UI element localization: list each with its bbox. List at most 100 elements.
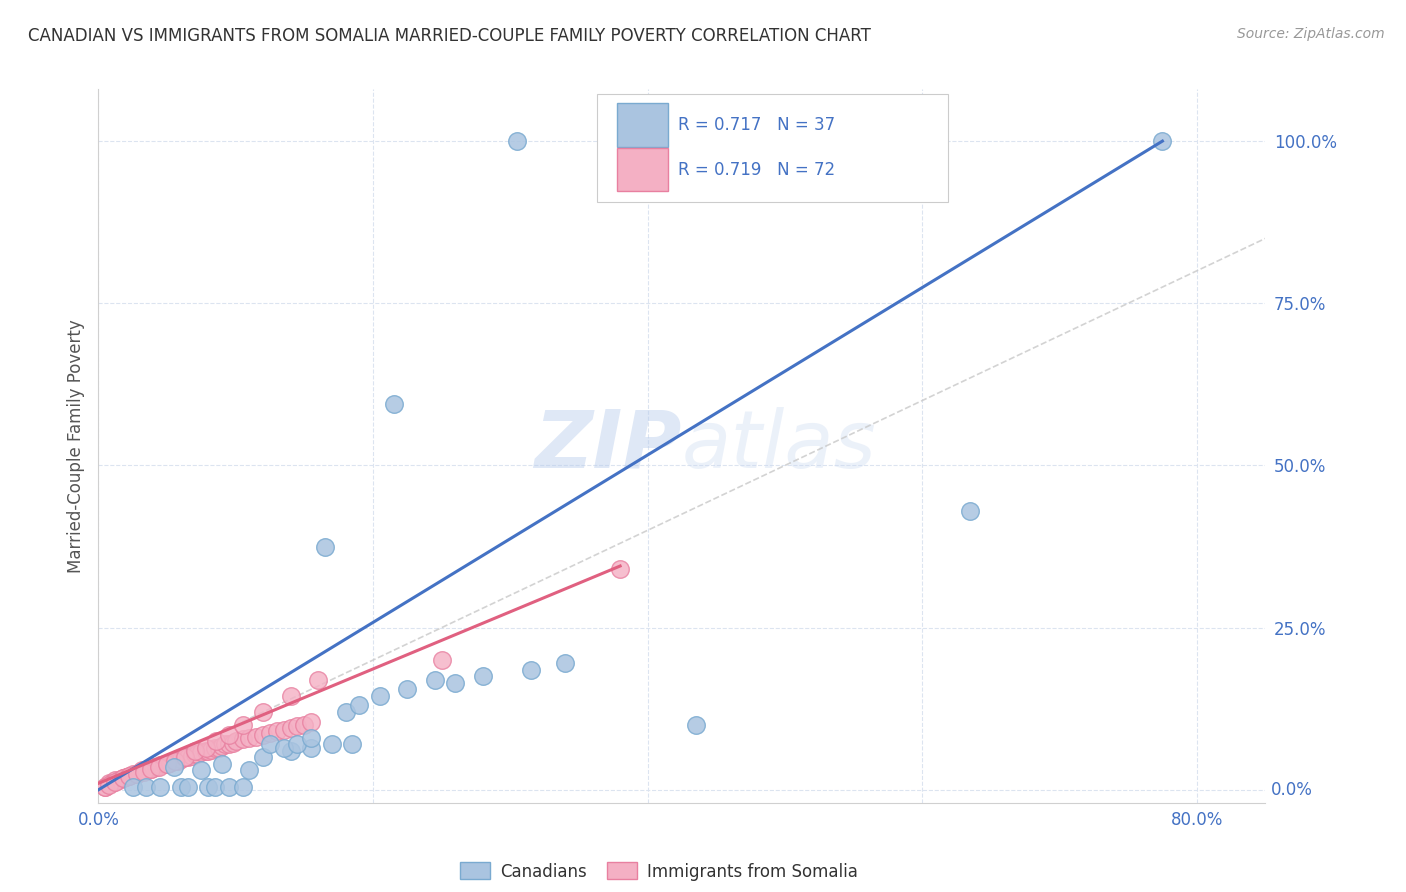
- Point: [232, 780, 254, 794]
- Text: R = 0.717   N = 37: R = 0.717 N = 37: [679, 116, 835, 134]
- Point: [132, 764, 155, 779]
- Point: [125, 766, 148, 780]
- Point: [194, 744, 217, 758]
- Point: [139, 762, 162, 776]
- Point: [208, 740, 231, 755]
- Point: [266, 724, 288, 739]
- Legend: Canadians, Immigrants from Somalia: Canadians, Immigrants from Somalia: [453, 855, 865, 888]
- Point: [214, 738, 236, 752]
- Text: Source: ZipAtlas.com: Source: ZipAtlas.com: [1237, 27, 1385, 41]
- Point: [104, 773, 127, 788]
- Text: 0.0%: 0.0%: [1271, 780, 1313, 799]
- Point: [117, 768, 139, 782]
- Point: [685, 718, 707, 732]
- Point: [218, 780, 240, 794]
- Point: [135, 764, 157, 778]
- Point: [506, 134, 529, 148]
- Point: [163, 760, 186, 774]
- Point: [167, 754, 190, 768]
- Point: [174, 750, 197, 764]
- Point: [211, 739, 233, 753]
- Point: [156, 756, 179, 771]
- Point: [245, 730, 267, 744]
- Point: [280, 744, 302, 758]
- Point: [200, 742, 222, 756]
- Point: [430, 653, 453, 667]
- Point: [396, 682, 419, 697]
- Point: [349, 698, 371, 713]
- Text: atlas: atlas: [682, 407, 877, 485]
- Point: [125, 766, 148, 780]
- Point: [149, 780, 172, 794]
- Point: [204, 740, 226, 755]
- Point: [148, 760, 170, 774]
- Point: [259, 725, 281, 739]
- Point: [222, 736, 245, 750]
- Point: [1152, 134, 1174, 148]
- Point: [112, 771, 135, 785]
- Point: [104, 775, 127, 789]
- Point: [280, 689, 302, 703]
- FancyBboxPatch shape: [617, 148, 668, 191]
- Point: [609, 562, 631, 576]
- Point: [121, 780, 143, 794]
- Point: [321, 738, 343, 752]
- Point: [307, 673, 329, 687]
- Point: [471, 669, 494, 683]
- Point: [170, 780, 193, 794]
- Point: [335, 705, 357, 719]
- Point: [259, 738, 281, 752]
- Point: [163, 754, 186, 768]
- Point: [299, 740, 322, 755]
- Point: [204, 780, 226, 794]
- Point: [108, 773, 131, 788]
- Point: [423, 673, 446, 687]
- Point: [225, 734, 247, 748]
- Point: [115, 770, 138, 784]
- Point: [135, 780, 157, 794]
- Point: [292, 718, 315, 732]
- Point: [117, 768, 139, 782]
- Point: [145, 760, 167, 774]
- Text: R = 0.719   N = 72: R = 0.719 N = 72: [679, 161, 835, 178]
- Point: [112, 771, 135, 785]
- Point: [520, 663, 543, 677]
- Point: [218, 738, 240, 752]
- Point: [314, 540, 336, 554]
- Point: [252, 705, 274, 719]
- Point: [205, 734, 228, 748]
- Point: [94, 780, 117, 794]
- Point: [273, 740, 295, 755]
- Point: [342, 738, 364, 752]
- Point: [368, 689, 391, 703]
- Point: [183, 744, 205, 758]
- Point: [176, 750, 198, 764]
- Point: [98, 778, 121, 792]
- Point: [554, 657, 576, 671]
- Point: [165, 754, 187, 768]
- Point: [197, 744, 219, 758]
- Point: [238, 764, 260, 778]
- Point: [128, 764, 150, 779]
- Point: [218, 728, 240, 742]
- Point: [232, 732, 254, 747]
- Point: [159, 756, 181, 770]
- Point: [299, 731, 322, 745]
- Point: [444, 675, 467, 690]
- Point: [149, 758, 172, 772]
- Point: [131, 764, 153, 778]
- Point: [101, 776, 124, 790]
- Point: [280, 721, 302, 735]
- Point: [121, 766, 143, 780]
- Point: [959, 504, 981, 518]
- Point: [197, 780, 219, 794]
- Point: [176, 780, 198, 794]
- Point: [252, 750, 274, 764]
- Point: [173, 750, 195, 764]
- Point: [252, 728, 274, 742]
- FancyBboxPatch shape: [596, 95, 948, 202]
- Point: [190, 745, 212, 759]
- Point: [273, 723, 295, 738]
- Point: [170, 752, 193, 766]
- Point: [153, 756, 176, 771]
